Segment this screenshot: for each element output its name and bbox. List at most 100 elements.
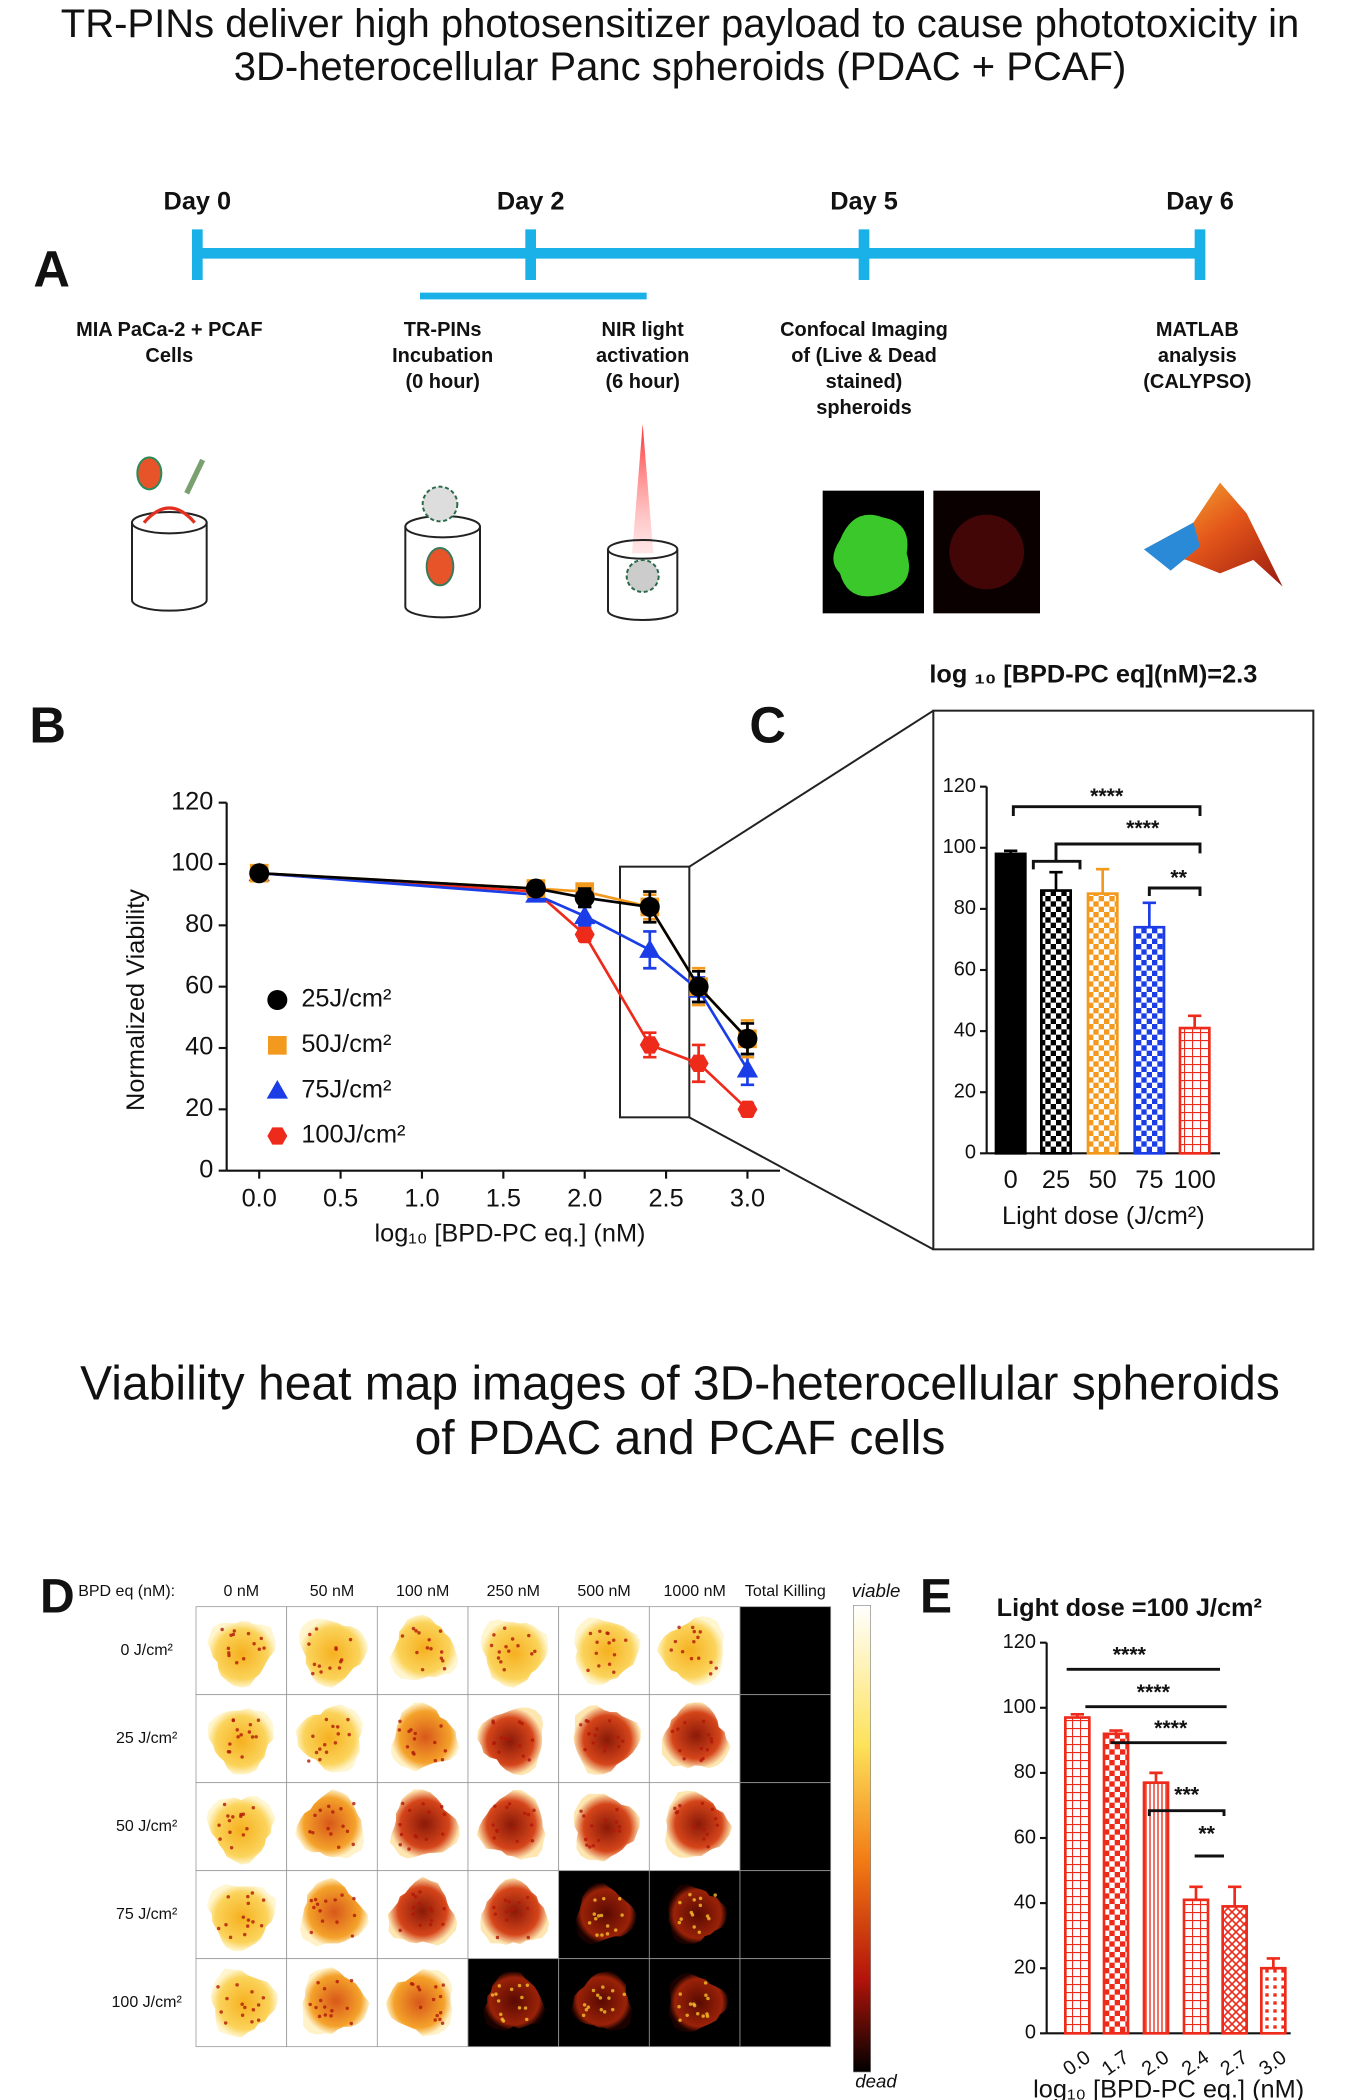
speckle (331, 1724, 335, 1729)
speckle (349, 1978, 354, 1983)
speckle (611, 1638, 616, 1642)
speckle (316, 1981, 320, 1985)
y-tick-label: 40 (954, 1019, 976, 1041)
step-label: Incubation (392, 345, 493, 367)
speckle (590, 1824, 594, 1828)
speckle (308, 2002, 312, 2007)
speckle (491, 1719, 495, 1723)
speckle (705, 2012, 709, 2016)
x-axis-label: Light dose (J/cm²) (1002, 1202, 1205, 1230)
y-tick-label: 80 (1014, 1761, 1036, 1783)
speckle (427, 1638, 431, 1642)
speckle (597, 1664, 601, 1668)
speckle (530, 1738, 535, 1742)
speckle (429, 1918, 434, 1923)
speckle (257, 1647, 262, 1652)
panel-label: E (920, 1571, 952, 1624)
error-bar (1109, 1729, 1123, 1734)
step-label: stained) (826, 371, 903, 393)
speckle (617, 1744, 621, 1749)
speckle (418, 1923, 422, 1928)
speckle (496, 1656, 501, 1660)
speckle (496, 1999, 501, 2003)
speckle (424, 1837, 429, 1842)
speckle (259, 1923, 264, 1928)
heatmap-corner: BPD eq (nM): (78, 1583, 175, 1600)
speckle (226, 1646, 231, 1651)
speckle (492, 1905, 496, 1910)
speckle (612, 1829, 616, 1833)
speckle (669, 1648, 674, 1652)
speckle (614, 1820, 619, 1824)
colorbar (853, 1604, 871, 2073)
speckle (509, 1987, 514, 1992)
speckle (679, 1917, 683, 1921)
speckle (252, 1641, 256, 1646)
heatmap-cell (739, 1870, 832, 1960)
speckle (429, 1906, 433, 1910)
speckle (612, 1653, 617, 1657)
speckle (250, 2020, 254, 2024)
speckle (441, 1983, 446, 1987)
speckle (318, 1998, 323, 2003)
speckle (224, 1922, 228, 1927)
speckle (507, 1900, 511, 1904)
panel-label: D (40, 1571, 75, 1624)
spheroid (480, 1619, 549, 1688)
speckle (489, 1643, 494, 1648)
speckle (579, 1723, 583, 1727)
speckle (612, 1670, 616, 1675)
speckle (438, 1994, 443, 1999)
significance-label: **** (1126, 816, 1160, 840)
speckle (329, 2014, 333, 2018)
speckle (240, 2002, 244, 2006)
speckle (701, 2014, 705, 2018)
speckle (217, 1823, 221, 1828)
step-label: MATLAB (1156, 319, 1239, 341)
speckle (246, 1918, 251, 1922)
speckle (586, 2005, 591, 2009)
x-tick-label: 0.5 (323, 1185, 358, 1213)
speckle (699, 1746, 704, 1751)
speckle (311, 1830, 315, 1835)
heatmap-title: Viability heat map images of 3D-heteroce… (80, 1357, 1280, 1410)
x-axis-label: log₁₀ [BPD-PC eq.] (nM) (1033, 2075, 1304, 2100)
speckle (610, 2007, 615, 2012)
speckle (314, 2005, 318, 2010)
speckle (698, 1630, 702, 1634)
speckle (430, 1909, 434, 1913)
speckle (701, 1719, 706, 1724)
speckle (507, 1736, 511, 1741)
speckle (527, 1758, 531, 1762)
chart-title: log ₁₀ [BPD-PC eq](nM)=2.3 (929, 661, 1257, 689)
speckle (594, 1651, 599, 1656)
speckle (261, 1996, 266, 2000)
bar (1102, 1732, 1130, 2035)
speckle (588, 1631, 593, 1636)
speckle (226, 1750, 231, 1754)
panel-label: B (29, 697, 66, 754)
legend-marker (267, 990, 288, 1010)
speckle (706, 1733, 711, 1737)
speckle (440, 1832, 445, 1836)
speckle (308, 1830, 312, 1834)
speckle (692, 1898, 696, 1902)
speckle (317, 1664, 322, 1668)
column-label: 500 nM (577, 1583, 630, 1600)
y-tick-label: 20 (185, 1094, 213, 1122)
bar (1086, 892, 1119, 1155)
significance-label: **** (1137, 1680, 1171, 1704)
speckle (591, 1741, 596, 1745)
bar (1260, 1966, 1287, 2035)
speckle (599, 1913, 604, 1918)
speckle (493, 1912, 498, 1916)
speckle (413, 1894, 418, 1899)
speckle (345, 1829, 350, 1834)
error-bar (1188, 1014, 1202, 1029)
speckle (243, 2005, 247, 2010)
speckle (702, 1837, 706, 1841)
speckle (491, 1823, 495, 1827)
point (574, 925, 595, 944)
speckle (676, 1727, 680, 1731)
point (525, 878, 546, 899)
